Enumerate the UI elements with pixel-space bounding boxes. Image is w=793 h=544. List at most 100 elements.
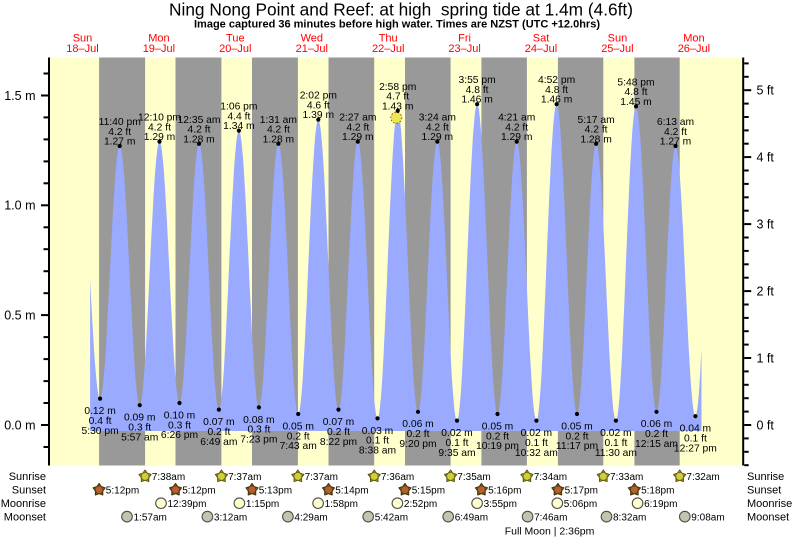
svg-text:4:52 pm: 4:52 pm	[538, 75, 575, 86]
svg-text:12:15 am: 12:15 am	[635, 439, 678, 450]
svg-text:0.1 ft: 0.1 ft	[684, 434, 707, 445]
svg-text:4.2 ft: 4.2 ft	[505, 122, 528, 133]
svg-text:Mon: Mon	[148, 32, 169, 44]
svg-text:20–Jul: 20–Jul	[219, 43, 251, 55]
svg-text:0.05 m: 0.05 m	[482, 421, 513, 432]
svg-text:0.06 m: 0.06 m	[641, 419, 672, 430]
svg-text:3 ft: 3 ft	[757, 218, 775, 232]
svg-text:0.05 m: 0.05 m	[561, 421, 592, 432]
svg-text:Moonset: Moonset	[747, 511, 789, 523]
svg-text:Sun: Sun	[73, 32, 93, 44]
svg-text:0 ft: 0 ft	[757, 418, 775, 432]
svg-text:Moonset: Moonset	[4, 511, 46, 523]
svg-text:Sunset: Sunset	[747, 485, 781, 497]
svg-text:5:17pm: 5:17pm	[565, 486, 598, 497]
svg-text:1.28 m: 1.28 m	[183, 134, 214, 145]
svg-text:6:13 am: 6:13 am	[657, 117, 694, 128]
svg-text:0.5 m: 0.5 m	[4, 309, 35, 323]
svg-text:1 ft: 1 ft	[757, 351, 775, 365]
svg-text:1.39 m: 1.39 m	[303, 110, 334, 121]
svg-text:4.8 ft: 4.8 ft	[545, 85, 568, 96]
svg-text:1.34 m: 1.34 m	[223, 121, 254, 132]
svg-text:3:12am: 3:12am	[214, 512, 247, 523]
svg-text:9:08am: 9:08am	[691, 512, 724, 523]
svg-text:6:26 pm: 6:26 pm	[161, 430, 198, 441]
svg-text:1.46 m: 1.46 m	[541, 95, 572, 106]
svg-text:21–Jul: 21–Jul	[296, 43, 328, 55]
svg-text:6:49 am: 6:49 am	[200, 437, 237, 448]
svg-text:4.7 ft: 4.7 ft	[386, 92, 409, 103]
svg-text:12:39pm: 12:39pm	[168, 499, 207, 510]
svg-text:2:02 pm: 2:02 pm	[300, 91, 337, 102]
svg-text:10:32 am: 10:32 am	[515, 448, 558, 459]
svg-text:5:30 pm: 5:30 pm	[81, 426, 118, 437]
svg-text:4.4 ft: 4.4 ft	[227, 111, 250, 122]
svg-text:5:18pm: 5:18pm	[641, 486, 674, 497]
svg-text:Wed: Wed	[301, 32, 323, 44]
svg-text:1.5 m: 1.5 m	[4, 89, 35, 103]
svg-text:0.1 ft: 0.1 ft	[446, 438, 469, 449]
svg-text:11:17 pm: 11:17 pm	[556, 441, 598, 452]
svg-text:0.2 ft: 0.2 ft	[486, 431, 509, 442]
svg-text:1:15pm: 1:15pm	[246, 499, 279, 510]
svg-text:Sunset: Sunset	[12, 485, 46, 497]
svg-text:1.43 m: 1.43 m	[382, 101, 413, 112]
svg-text:1.45 m: 1.45 m	[620, 97, 651, 108]
svg-text:4.2 ft: 4.2 ft	[148, 122, 171, 133]
svg-text:4.2 ft: 4.2 ft	[108, 127, 131, 138]
svg-text:12:35 am: 12:35 am	[178, 115, 221, 126]
svg-text:Tue: Tue	[226, 32, 245, 44]
svg-text:3:55 pm: 3:55 pm	[458, 75, 495, 86]
svg-text:Moonrise: Moonrise	[1, 498, 46, 510]
svg-text:0.2 ft: 0.2 ft	[327, 427, 350, 438]
svg-text:8:32am: 8:32am	[613, 512, 646, 523]
svg-text:Thu: Thu	[379, 32, 398, 44]
svg-text:0.02 m: 0.02 m	[600, 428, 631, 439]
svg-text:3:24 am: 3:24 am	[419, 113, 456, 124]
svg-text:Sat: Sat	[533, 32, 550, 44]
svg-text:7:33am: 7:33am	[610, 472, 643, 483]
svg-text:4.2 ft: 4.2 ft	[664, 127, 687, 138]
svg-text:22–Jul: 22–Jul	[372, 43, 404, 55]
svg-text:9:20 pm: 9:20 pm	[399, 439, 436, 450]
svg-text:0.2 ft: 0.2 ft	[566, 431, 589, 442]
svg-text:0.02 m: 0.02 m	[441, 428, 472, 439]
svg-text:7:37am: 7:37am	[305, 472, 338, 483]
svg-text:1.29 m: 1.29 m	[144, 132, 175, 143]
svg-text:4.8 ft: 4.8 ft	[625, 87, 648, 98]
svg-text:0.07 m: 0.07 m	[323, 417, 354, 428]
svg-text:0.05 m: 0.05 m	[282, 421, 313, 432]
svg-text:5:57 am: 5:57 am	[121, 432, 158, 443]
svg-text:8:38 am: 8:38 am	[359, 446, 396, 457]
svg-text:Image captured 36 minutes befo: Image captured 36 minutes before high wa…	[194, 18, 600, 30]
svg-text:0.4 ft: 0.4 ft	[89, 416, 112, 427]
svg-text:6:19pm: 6:19pm	[644, 499, 677, 510]
svg-text:25–Jul: 25–Jul	[601, 43, 633, 55]
svg-text:0.2 ft: 0.2 ft	[207, 427, 230, 438]
svg-text:Fri: Fri	[458, 32, 471, 44]
svg-text:4:21 am: 4:21 am	[498, 113, 535, 124]
svg-text:4:29am: 4:29am	[294, 512, 327, 523]
svg-text:2:27 am: 2:27 am	[339, 113, 376, 124]
svg-text:0.08 m: 0.08 m	[243, 415, 274, 426]
svg-text:4.8 ft: 4.8 ft	[466, 85, 489, 96]
svg-text:1.46 m: 1.46 m	[461, 95, 492, 106]
svg-text:18–Jul: 18–Jul	[66, 43, 98, 55]
svg-text:7:46am: 7:46am	[534, 512, 567, 523]
svg-text:4.2 ft: 4.2 ft	[267, 125, 290, 136]
svg-text:7:35am: 7:35am	[457, 472, 490, 483]
svg-text:11:40 pm: 11:40 pm	[99, 117, 141, 128]
svg-text:9:35 am: 9:35 am	[438, 448, 475, 459]
svg-text:2:52pm: 2:52pm	[404, 499, 437, 510]
svg-text:0.02 m: 0.02 m	[521, 428, 552, 439]
svg-text:4.2 ft: 4.2 ft	[346, 122, 369, 133]
svg-text:5:12pm: 5:12pm	[182, 486, 215, 497]
svg-text:1.27 m: 1.27 m	[104, 137, 135, 148]
svg-text:7:36am: 7:36am	[381, 472, 414, 483]
svg-text:7:37am: 7:37am	[228, 472, 261, 483]
svg-text:5:13pm: 5:13pm	[259, 486, 292, 497]
svg-text:Ning Nong Point and Reef: at h: Ning Nong Point and Reef: at high spring…	[169, 0, 633, 20]
svg-text:0.1 ft: 0.1 ft	[604, 438, 627, 449]
svg-text:Sunrise: Sunrise	[9, 471, 46, 483]
svg-text:0.2 ft: 0.2 ft	[287, 431, 310, 442]
